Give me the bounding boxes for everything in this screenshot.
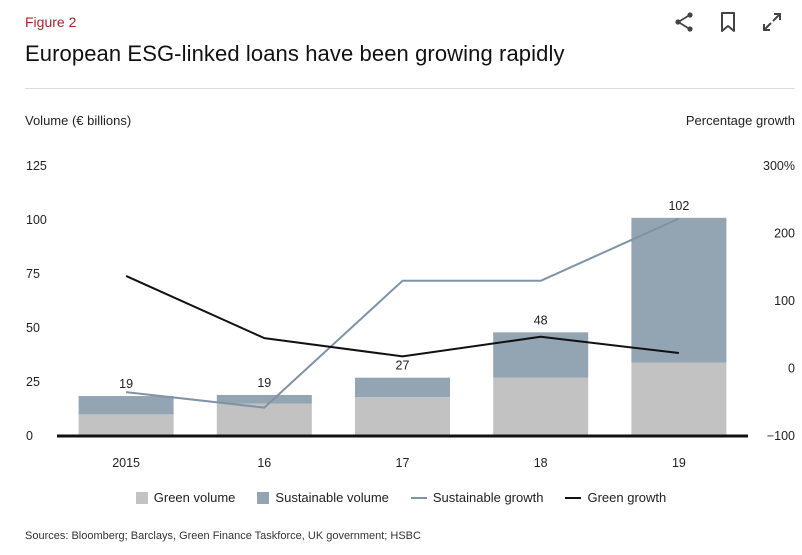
bar-green-volume — [355, 397, 450, 436]
legend-swatch-sustainable-volume — [257, 491, 270, 504]
title-divider — [25, 88, 795, 89]
legend-item-green-volume: Green volume — [135, 490, 236, 505]
y-left-tick-label: 50 — [26, 321, 40, 335]
x-tick-label: 17 — [396, 456, 410, 470]
bar-sustainable-volume — [355, 377, 450, 398]
bar-total-label: 27 — [396, 359, 410, 373]
bar-total-label: 48 — [534, 313, 548, 327]
y-left-tick-label: 125 — [26, 159, 47, 173]
legend: Green volume Sustainable volume Sustaina… — [0, 490, 802, 505]
legend-swatch-green-volume — [135, 491, 148, 504]
source-note: Sources: Bloomberg; Barclays, Green Fina… — [25, 530, 421, 542]
legend-item-sustainable-volume: Sustainable volume — [257, 490, 389, 505]
bookmark-icon[interactable] — [716, 10, 740, 34]
bar-sustainable-volume — [216, 394, 312, 404]
legend-label-green-growth: Green growth — [587, 490, 667, 505]
y-axis-left-label: Volume (€ billions) — [25, 113, 132, 128]
bar-sustainable-volume — [631, 217, 727, 363]
chart-title: European ESG-linked loans have been grow… — [25, 41, 565, 66]
share-icon[interactable] — [672, 10, 696, 34]
y-left-tick-label: 0 — [26, 429, 33, 443]
x-tick-label: 18 — [534, 456, 548, 470]
legend-label-sustainable-growth: Sustainable growth — [432, 490, 544, 505]
y-right-tick-label: 300% — [763, 159, 795, 173]
legend-line-green-growth — [565, 496, 582, 499]
y-right-tick-label: 200 — [774, 227, 795, 241]
bar-green-volume — [78, 414, 174, 436]
bar-total-label: 102 — [668, 199, 689, 213]
bar-sustainable-volume — [493, 332, 589, 378]
legend-line-sustainable-growth — [410, 496, 427, 499]
bar-sustainable-volume — [78, 396, 174, 415]
y-left-tick-label: 75 — [26, 267, 40, 281]
legend-item-green-growth: Green growth — [565, 490, 666, 505]
y-right-tick-label: 100 — [774, 294, 795, 308]
bar-green-volume — [493, 377, 589, 436]
bar-total-label: 19 — [119, 377, 133, 391]
expand-icon[interactable] — [760, 10, 784, 34]
bar-green-volume — [631, 362, 727, 436]
x-tick-label: 19 — [672, 456, 686, 470]
bar-total-label: 19 — [257, 376, 271, 390]
figure-label: Figure 2 — [25, 14, 77, 30]
chart-area: 0 25 50 75 100 125 −100 0 100 200 300% 19 2015 19 16 27… — [26, 159, 795, 470]
y-right-tick-label: −100 — [767, 429, 795, 443]
x-tick-label: 16 — [257, 456, 271, 470]
legend-label-green-volume: Green volume — [153, 490, 236, 505]
line-sustainable-growth — [125, 217, 680, 409]
toolbar — [672, 10, 784, 34]
line-green-growth — [125, 275, 680, 358]
y-left-tick-label: 100 — [26, 213, 47, 227]
x-tick-label: 2015 — [112, 456, 140, 470]
legend-label-sustainable-volume: Sustainable volume — [275, 490, 389, 505]
bar-green-volume — [216, 403, 312, 436]
legend-item-sustainable-growth: Sustainable growth — [410, 490, 544, 505]
y-right-tick-label: 0 — [788, 362, 795, 376]
y-axis-right-label: Percentage growth — [685, 113, 795, 128]
y-left-tick-label: 25 — [26, 375, 40, 389]
